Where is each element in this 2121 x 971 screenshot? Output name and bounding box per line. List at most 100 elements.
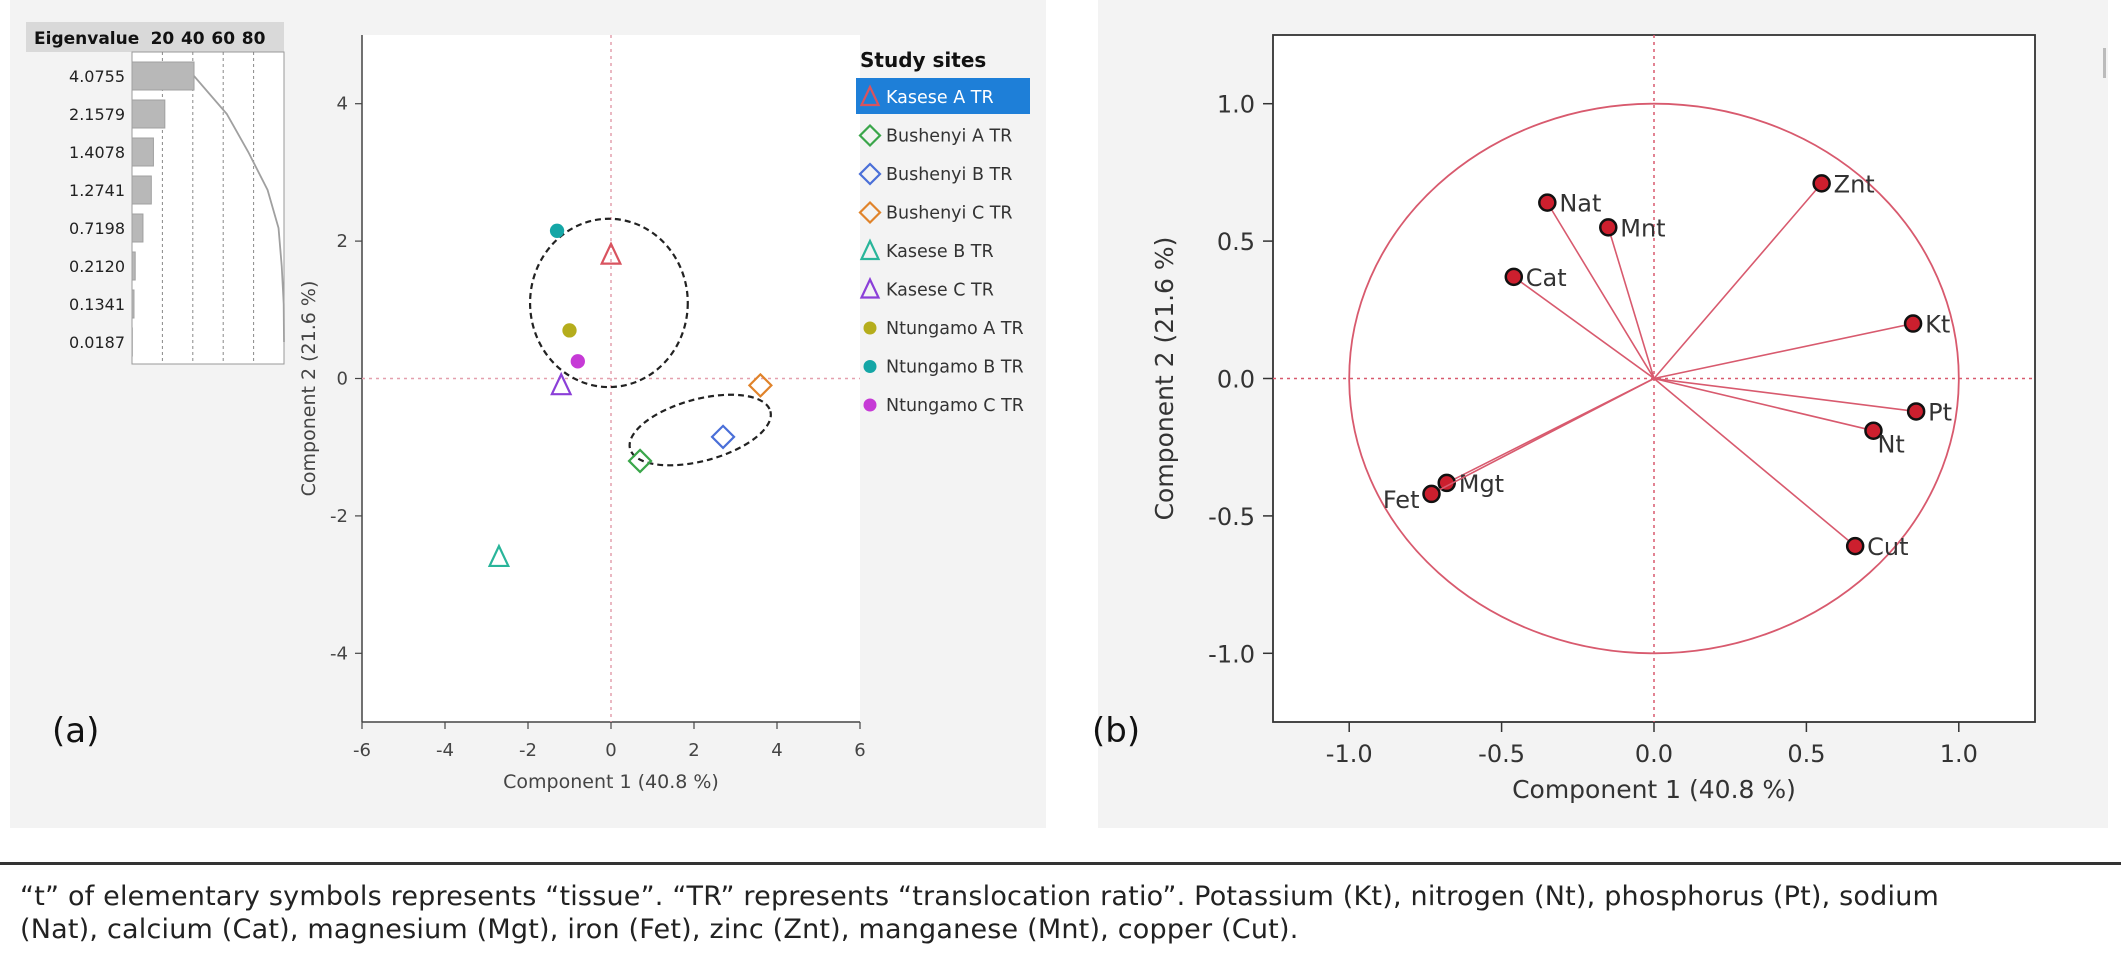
caption-line-1: “t” of elementary symbols represents “ti…: [20, 881, 1940, 912]
panel-a-inset-bar: [131, 137, 154, 167]
panel-a-inset-bar: [131, 289, 135, 319]
panel-b-point-label-mgt: Mgt: [1459, 470, 1504, 498]
panel-b-point-znt: [1812, 174, 1831, 193]
panel-a-x-tick-label: 6: [854, 740, 865, 761]
panel-b-vector-znt: [1653, 182, 1823, 380]
panel-b-vector-kt: [1653, 322, 1914, 380]
panel-a-legend-marker-kasese-b-tr: [859, 238, 881, 261]
panel-a-inset-header-bar: [26, 22, 284, 52]
panel-b-vector-mnt: [1607, 227, 1655, 379]
panel-a-inset-eigenvalue-label: 1.4078: [69, 143, 125, 162]
panel-a-legend-item-bushenyi-c-tr: Bushenyi C TR: [886, 204, 1013, 224]
panel-a-inset-eigenvalue-label: 0.7198: [69, 219, 125, 238]
panel-a-inset-eigenvalue-label: 0.0187: [69, 333, 125, 352]
panel-a-inset-eigenvalue-label: 0.1341: [69, 295, 125, 314]
panel-a-point-bushenyi-c-tr: [747, 372, 773, 398]
panel-b-point-nat: [1538, 193, 1557, 212]
panel-a-legend-title: Study sites: [860, 48, 986, 72]
panel-b-y-tick-label: 0.5: [1217, 228, 1255, 256]
panel-a-eigenvalue-inset: Eigenvalue 20 40 60 80 4.0755 2.1579 1.4078 1.27…: [26, 22, 285, 365]
panel-a-legend-marker-ntungamo-a-tr: [863, 321, 877, 335]
panel-a-y-axis-label: Component 2 (21.6 %): [298, 281, 320, 497]
panel-b-point-mnt: [1599, 218, 1618, 237]
panel-a-inset-eigenvalue-label: 2.1579: [69, 105, 125, 124]
panel-a-inset-bar: [131, 213, 144, 243]
panel-b-vector-cut: [1653, 377, 1856, 547]
panel-a-inset-eigenvalue-label: 0.2120: [69, 257, 125, 276]
panel-b-point-label-nat: Nat: [1559, 190, 1601, 218]
panel-a-x-tick-label: -6: [353, 740, 371, 761]
panel-a-point-bushenyi-b-tr: [710, 424, 736, 450]
panel-b-vector-pt: [1653, 377, 1917, 413]
panel-a-legend-marker-kasese-c-tr: [859, 276, 881, 299]
panel-b-point-cut: [1845, 536, 1865, 556]
panel-a-point-bushenyi-a-tr: [627, 448, 653, 474]
panel-a-label: (a): [52, 711, 99, 751]
panel-a-inset-scale-tick: 20: [151, 29, 175, 49]
panel-a-y-tick-label: 4: [337, 94, 348, 115]
panel-b-x-tick-label: 0.0: [1635, 740, 1673, 768]
panel-b-point-label-mnt: Mnt: [1620, 214, 1665, 242]
panel-b-point-mgt: [1437, 473, 1456, 493]
panel-a-scatter: -6 -4 -2 0 2 4 6 -4 -2 0 2 4 Component 1 (40.8 %) Com…: [52, 35, 866, 793]
panel-a-inset-bar: [131, 251, 136, 281]
panel-b-point-label-cut: Cut: [1867, 533, 1908, 561]
panel-a-legend-marker-bushenyi-b-tr: [858, 162, 882, 186]
figure-canvas: -6 -4 -2 0 2 4 6 -4 -2 0 2 4 Component 1 (40.8 %) Com…: [26, 22, 2106, 804]
panel-b-point-pt: [1906, 402, 1926, 421]
panel-b-y-axis-label: Component 2 (21.6 %): [1150, 237, 1179, 521]
panel-a-legend-item-kasese-c-tr: Kasese C TR: [886, 281, 994, 301]
panel-a-x-axis-label: Component 1 (40.8 %): [503, 771, 719, 793]
panel-b-vector-nt: [1653, 377, 1874, 432]
panel-b-x-tick-label: 0.5: [1787, 740, 1825, 768]
panel-a-x-tick-label: 4: [771, 740, 782, 761]
panel-b-y-tick-label: 1.0: [1217, 91, 1255, 119]
panel-a-inset-eigenvalue-label: 1.2741: [69, 181, 125, 200]
panel-a-y-tick-label: 2: [337, 231, 348, 252]
panel-b-x-tick-label: -1.0: [1326, 740, 1373, 768]
panel-a-point-kasese-a-tr: [599, 241, 623, 265]
panel-b-scrollbar-mark: [2103, 48, 2106, 78]
panel-a-legend: Study sites Kasese A TR Bushenyi A TR Bushe…: [856, 48, 1030, 416]
panel-a-y-tick-label: -2: [330, 506, 348, 527]
panel-a-legend-selected-highlight: [856, 78, 1030, 114]
panel-a-legend-item-ntungamo-b-tr: Ntungamo B TR: [886, 358, 1024, 378]
panel-b-point-label-kt: Kt: [1925, 311, 1950, 339]
panel-b-x-axis-label: Component 1 (40.8 %): [1512, 775, 1796, 804]
panel-a-x-tick-label: 2: [688, 740, 699, 761]
panel-a-inset-bar: [131, 61, 195, 91]
panel-a-legend-marker-bushenyi-c-tr: [858, 200, 882, 225]
panel-a-point-kasese-b-tr: [487, 543, 511, 568]
panel-a-legend-item-kasese-a-tr: Kasese A TR: [886, 88, 994, 108]
panel-b-y-tick-label: -0.5: [1208, 503, 1255, 531]
panel-a-legend-item-bushenyi-a-tr: Bushenyi A TR: [886, 127, 1012, 147]
panel-a-inset-header: Eigenvalue: [34, 29, 139, 49]
panel-a-point-ntungamo-b-tr: [549, 223, 565, 238]
panel-a-x-tick-label: -2: [519, 740, 537, 761]
panel-b-x-tick-label: -0.5: [1478, 740, 1525, 768]
panel-b-point-fet: [1422, 484, 1441, 504]
panel-b-vector-fet: [1431, 377, 1655, 495]
panel-a-point-ntungamo-a-tr: [562, 323, 577, 338]
panel-a-inset-scale-tick: 60: [211, 29, 235, 49]
panel-a-legend-item-ntungamo-c-tr: Ntungamo C TR: [886, 396, 1024, 416]
panel-a-legend-marker-ntungamo-c-tr: [863, 398, 877, 412]
panel-a-y-tick-label: 0: [337, 369, 348, 390]
panel-a-grouping-ellipse-2: [628, 393, 772, 467]
panel-a-legend-marker-bushenyi-a-tr: [858, 123, 882, 148]
panel-a-legend-marker-ntungamo-b-tr: [863, 360, 877, 373]
panel-b-vector-cat: [1513, 276, 1655, 380]
panel-b-vector-nat: [1546, 202, 1655, 379]
panel-a-inset-bar: [131, 175, 152, 205]
panel-a-inset-plot-area: [131, 51, 285, 365]
panel-a-inset-cumulative-line: [193, 75, 285, 343]
panel-b-loading-plot: -1.0 -0.5 0.0 0.5 1.0 -1.0 -0.5 0.0 0.5 1.0 Compon…: [1092, 34, 2106, 804]
panel-a-point-ntungamo-c-tr: [570, 354, 585, 369]
panel-a-x-tick-label: 0: [605, 740, 616, 761]
panel-a-legend-item-ntungamo-a-tr: Ntungamo A TR: [886, 319, 1024, 339]
panel-a-inset-scale-tick: 80: [242, 29, 266, 49]
panel-a-x-tick-label: -4: [436, 740, 454, 761]
panel-b-point-nt: [1864, 421, 1883, 440]
caption-divider: [0, 862, 2121, 865]
panel-b-x-tick-label: 1.0: [1940, 740, 1978, 768]
